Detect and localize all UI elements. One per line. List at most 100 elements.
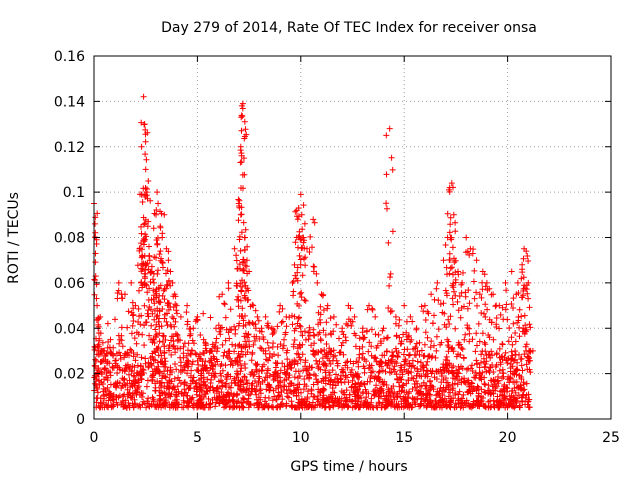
data-point [420, 308, 427, 315]
data-point [350, 360, 357, 367]
data-point [92, 220, 98, 227]
data-point [216, 400, 223, 407]
data-point [499, 356, 506, 363]
data-point [448, 345, 455, 352]
x-axis-title: GPS time / hours [290, 459, 407, 475]
data-point [127, 346, 134, 353]
data-point [177, 313, 184, 320]
data-point [132, 357, 139, 364]
data-point [232, 326, 239, 333]
data-point [451, 288, 457, 295]
data-point [439, 309, 446, 316]
data-point [305, 336, 312, 343]
data-point [403, 336, 410, 343]
data-point [299, 332, 306, 339]
data-point [283, 370, 290, 377]
data-point [426, 400, 433, 407]
data-point [473, 257, 480, 264]
data-point [310, 347, 317, 354]
data-point [521, 386, 528, 393]
data-point [142, 193, 149, 200]
data-point [157, 248, 164, 255]
data-point [407, 313, 414, 320]
data-point [225, 279, 232, 286]
data-point [160, 264, 166, 271]
data-point [173, 366, 180, 373]
data-point [311, 340, 318, 347]
data-point [492, 376, 499, 383]
data-point [167, 367, 174, 374]
data-point [300, 398, 306, 405]
data-point [167, 268, 174, 275]
data-point [190, 325, 197, 332]
data-point [210, 387, 217, 394]
data-point [215, 385, 221, 392]
data-point [152, 370, 159, 376]
data-point [156, 330, 163, 337]
data-point [222, 337, 229, 344]
data-point [404, 333, 411, 340]
data-point [352, 332, 359, 339]
data-point [410, 396, 417, 403]
data-point [384, 362, 391, 368]
data-point [433, 398, 439, 404]
data-point [474, 342, 480, 349]
data-point [228, 380, 235, 386]
data-point [234, 382, 241, 389]
data-point [172, 301, 179, 308]
data-point [105, 338, 112, 345]
data-point [241, 258, 248, 265]
data-point [342, 362, 349, 369]
data-point [383, 200, 390, 207]
data-point [515, 317, 522, 324]
data-point [443, 403, 450, 409]
data-point [292, 272, 299, 279]
data-point [364, 327, 370, 334]
data-point [338, 372, 344, 379]
data-point [148, 360, 155, 367]
data-point [239, 283, 246, 290]
data-point [453, 353, 460, 360]
data-point [174, 310, 180, 317]
grid-lines [94, 56, 611, 419]
data-point [337, 349, 344, 356]
data-point [433, 285, 440, 292]
data-point [335, 399, 342, 406]
data-point [523, 328, 529, 335]
data-point [440, 300, 447, 307]
data-point [388, 385, 395, 392]
data-point [400, 382, 407, 388]
data-point [315, 393, 321, 399]
data-point [329, 398, 336, 405]
data-point [172, 361, 178, 367]
data-point [384, 348, 390, 355]
data-point [433, 333, 440, 340]
data-point [161, 355, 168, 362]
data-point [419, 362, 426, 369]
data-point [275, 352, 282, 359]
data-point [252, 325, 259, 332]
data-point [524, 290, 531, 297]
data-point [128, 347, 135, 354]
data-point [116, 340, 123, 347]
data-point [258, 367, 265, 374]
data-point [330, 313, 337, 320]
data-point [455, 363, 462, 370]
data-point [199, 363, 206, 370]
data-point [238, 127, 245, 134]
data-point [487, 377, 494, 384]
data-point [514, 279, 521, 286]
data-point [404, 346, 411, 353]
data-point [208, 355, 215, 362]
data-point [245, 392, 252, 399]
data-point [438, 379, 445, 386]
data-point [442, 287, 449, 294]
data-point [212, 403, 219, 410]
data-point [449, 264, 455, 271]
data-point [448, 364, 455, 371]
data-point [445, 338, 452, 345]
data-point [413, 340, 420, 347]
data-point [433, 368, 440, 375]
data-point [306, 324, 313, 331]
data-point [240, 155, 247, 162]
